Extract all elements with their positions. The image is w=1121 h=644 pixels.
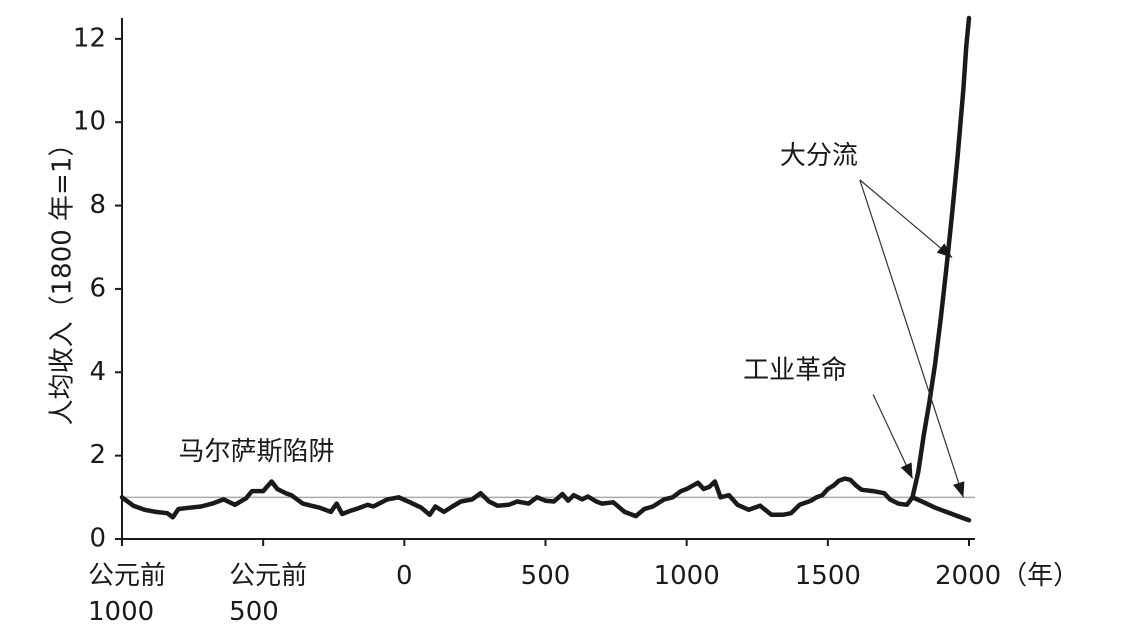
y-tick-label: 4 bbox=[89, 357, 106, 387]
annotation-arrow-line bbox=[859, 179, 953, 259]
x-tick-label: 2000（年） bbox=[935, 561, 1079, 591]
y-tick-label: 8 bbox=[89, 190, 106, 220]
annotation-arrow-line bbox=[872, 394, 914, 479]
x-tick-label: 500 bbox=[521, 561, 571, 591]
x-ticks: 公元前 1000 公元前 500 0 500 1000 1500 2000（年） bbox=[88, 539, 1079, 627]
series-line-malthusian bbox=[119, 476, 915, 520]
y-tick-label: 12 bbox=[73, 23, 106, 53]
y-ticks: 0 2 4 6 8 10 12 bbox=[73, 23, 122, 554]
y-tick-label: 0 bbox=[89, 524, 106, 554]
x-tick-label: 1000 bbox=[88, 597, 154, 627]
annotations: 马尔萨斯陷阱 工业革命 大分流 bbox=[178, 141, 965, 498]
x-tick-label: 公元前 bbox=[229, 561, 307, 591]
annotation-arrowhead bbox=[900, 462, 913, 479]
x-tick-label: 0 bbox=[396, 561, 413, 591]
annotation-arrowhead bbox=[952, 481, 965, 498]
y-axis-title: 人均收入（1800 年=1） bbox=[48, 131, 78, 426]
x-tick-label: 500 bbox=[229, 597, 279, 627]
y-tick-label: 2 bbox=[89, 440, 106, 470]
series-line-divergence-low bbox=[910, 495, 972, 523]
x-tick-label: 1000 bbox=[654, 561, 720, 591]
series-line-divergence-high bbox=[910, 15, 972, 500]
annotation-arrow-line bbox=[859, 179, 964, 498]
series-group bbox=[119, 15, 972, 523]
annotation-great-divergence: 大分流 bbox=[780, 141, 858, 171]
y-tick-label: 10 bbox=[73, 107, 106, 137]
x-tick-label: 公元前 bbox=[88, 561, 166, 591]
y-tick-label: 6 bbox=[89, 273, 106, 303]
annotation-industrial-revolution: 工业革命 bbox=[743, 356, 847, 386]
annotation-arrowhead bbox=[936, 243, 953, 258]
annotation-malthusian-trap: 马尔萨斯陷阱 bbox=[178, 437, 334, 467]
x-tick-label: 1500 bbox=[795, 561, 861, 591]
